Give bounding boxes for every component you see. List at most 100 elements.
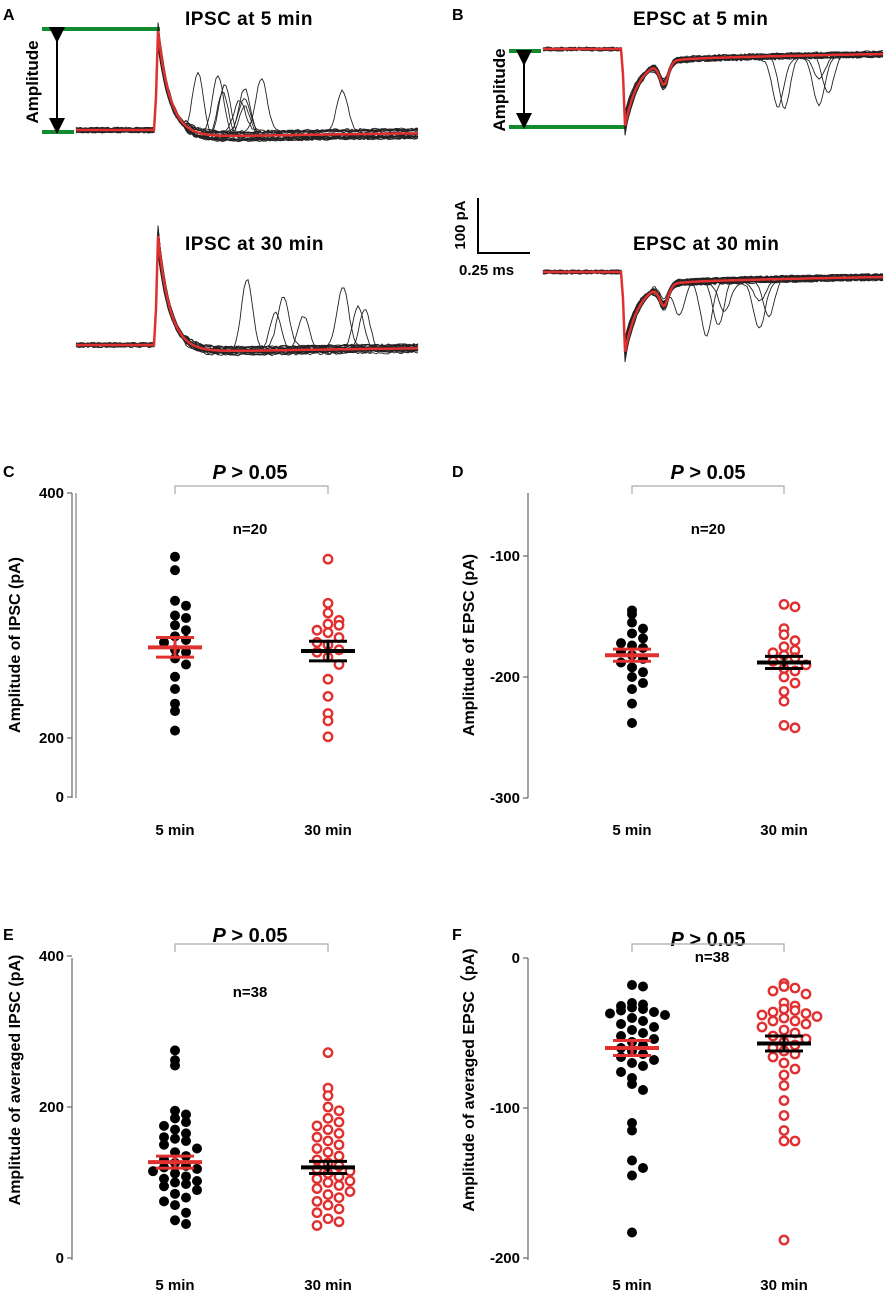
data-point-30min	[778, 686, 790, 697]
trace-line	[543, 271, 883, 356]
panel-e-ylabel: Amplitude of averaged IPSC (pA)	[7, 955, 24, 1206]
data-point-5min	[638, 1016, 648, 1026]
data-point-30min	[322, 1177, 334, 1188]
data-point-30min	[311, 1173, 323, 1185]
data-point-30min	[322, 1146, 334, 1158]
panel-b-title: EPSC at 5 min	[633, 9, 768, 30]
data-point-5min	[627, 980, 637, 990]
data-point-5min	[170, 706, 180, 717]
trace-line	[76, 26, 419, 140]
data-point-30min	[333, 1139, 345, 1151]
data-point-5min	[605, 1008, 615, 1019]
data-point-5min	[627, 1058, 637, 1068]
data-point-30min	[778, 599, 790, 610]
data-point-30min	[778, 1080, 790, 1091]
data-point-30min	[800, 988, 812, 1000]
data-point-30min	[778, 1012, 790, 1024]
panel-e-xtick-30min: 30 min	[304, 1277, 352, 1294]
data-point-30min	[767, 985, 779, 997]
trace-line	[75, 45, 419, 135]
data-point-5min	[181, 1179, 191, 1190]
data-point-30min	[322, 1135, 334, 1147]
data-point-5min	[638, 1061, 648, 1071]
panel-a-traces: A IPSC at 5 min Amplitude IPSC at 30 min	[3, 7, 419, 357]
data-point-30min	[789, 982, 801, 994]
data-point-30min	[767, 1051, 779, 1063]
data-point-5min	[192, 1175, 202, 1186]
trace-line	[75, 239, 419, 356]
amplitude-label-b: Amplitude	[490, 48, 509, 131]
data-point-5min	[170, 1200, 180, 1211]
trace-line	[75, 26, 419, 138]
data-point-30min	[322, 673, 334, 685]
data-point-5min	[616, 1067, 626, 1077]
scale-current-label: 100 pA	[452, 200, 469, 249]
data-point-5min	[159, 1196, 169, 1207]
data-point-5min	[159, 1120, 169, 1131]
data-point-5min	[638, 1085, 648, 1095]
data-point-5min	[627, 1227, 637, 1238]
significance-bracket	[631, 943, 785, 952]
trace-line	[75, 30, 419, 143]
panel-b2-title: EPSC at 30 min	[633, 234, 779, 255]
trace-line	[542, 271, 884, 363]
mean-trace-line	[543, 270, 884, 352]
data-point-5min	[638, 981, 648, 992]
data-point-5min	[170, 1105, 180, 1116]
panel-f-xtick-30min: 30 min	[760, 1277, 808, 1294]
panel-e-p-value: P > 0.05	[212, 925, 287, 947]
panel-c-letter: C	[3, 464, 15, 481]
data-point-30min	[322, 690, 334, 702]
data-point-5min	[192, 1163, 202, 1174]
mean-trace-line	[76, 235, 419, 353]
panel-b-traces: B EPSC at 5 min Amplitude 100 pA 0.25 ms…	[452, 7, 884, 363]
data-point-5min	[192, 1185, 202, 1196]
data-point-5min	[660, 1010, 670, 1020]
data-point-5min	[148, 1166, 158, 1177]
data-point-5min	[627, 1002, 637, 1013]
panel-a2-title: IPSC at 30 min	[185, 234, 324, 255]
panel-d-xtick-30min: 30 min	[760, 822, 808, 839]
trace-line	[75, 244, 419, 349]
data-point-30min	[789, 1063, 801, 1075]
data-point-5min	[638, 623, 648, 634]
y-tick-label: -100	[490, 1100, 520, 1117]
data-point-5min	[181, 600, 191, 611]
data-point-5min	[181, 659, 191, 670]
y-tick-label: 200	[39, 730, 64, 747]
trace-line	[75, 35, 419, 141]
data-point-5min	[627, 609, 637, 620]
data-point-5min	[170, 551, 180, 562]
trace-line	[75, 251, 419, 354]
data-point-30min	[778, 1069, 790, 1081]
data-point-30min	[311, 1131, 323, 1143]
trace-line	[75, 240, 419, 357]
ipsc-5min-traces	[75, 22, 419, 143]
data-point-30min	[322, 1199, 334, 1211]
data-point-5min	[170, 1060, 180, 1071]
data-point-5min	[627, 1013, 637, 1023]
scale-bar	[477, 198, 530, 254]
data-point-5min	[638, 633, 648, 644]
y-tick-label: -200	[490, 1250, 520, 1267]
data-point-30min	[789, 1135, 801, 1147]
data-point-30min	[344, 1186, 356, 1197]
data-point-5min	[170, 1124, 180, 1135]
panel-f-chart: F Amplitude of averaged EPSC（pA) n=38 P …	[452, 927, 823, 1294]
panel-d-ylabel: Amplitude of EPSC (pA)	[461, 554, 478, 736]
data-point-30min	[778, 1234, 790, 1246]
data-point-30min	[333, 1105, 345, 1117]
scale-time-label: 0.25 ms	[459, 262, 514, 279]
panel-f-n-label: n=38	[695, 949, 730, 966]
data-point-30min	[778, 1024, 790, 1036]
data-point-5min	[170, 725, 180, 736]
trace-line	[76, 34, 419, 141]
trace-line	[75, 29, 419, 138]
panel-b-letter: B	[452, 7, 464, 24]
data-point-5min	[638, 1004, 648, 1014]
data-point-5min	[181, 612, 191, 623]
data-point-5min	[616, 638, 626, 649]
data-point-5min	[616, 1019, 626, 1029]
data-point-5min	[627, 717, 637, 728]
data-point-30min	[333, 1116, 345, 1128]
